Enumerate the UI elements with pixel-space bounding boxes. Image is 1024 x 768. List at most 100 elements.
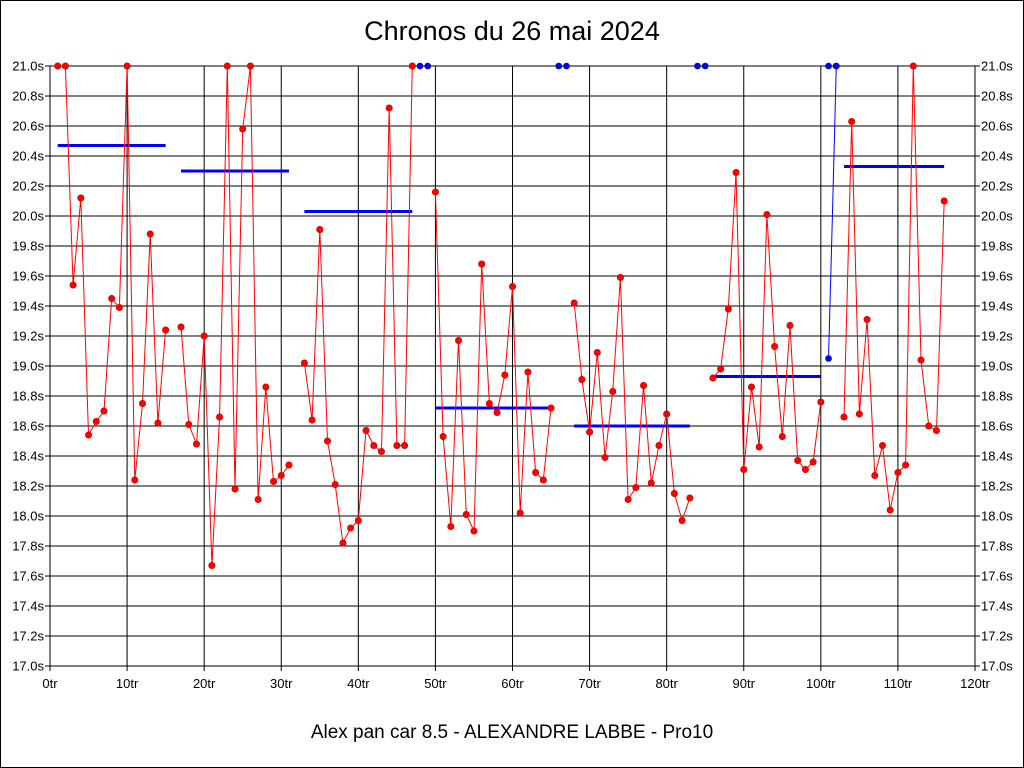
data-point bbox=[493, 408, 501, 416]
data-point bbox=[115, 303, 123, 311]
data-point bbox=[185, 420, 193, 428]
y-tick-label-right: 17.0s bbox=[981, 659, 1013, 674]
x-tick-label: 40tr bbox=[347, 676, 370, 691]
x-tick-label: 90tr bbox=[733, 676, 756, 691]
data-point bbox=[308, 416, 316, 424]
data-point bbox=[69, 281, 77, 289]
data-point bbox=[162, 326, 170, 334]
data-point bbox=[894, 468, 902, 476]
data-point bbox=[200, 332, 208, 340]
data-point bbox=[817, 398, 825, 406]
data-point bbox=[516, 509, 524, 517]
data-point bbox=[655, 441, 663, 449]
data-point bbox=[100, 407, 108, 415]
data-point bbox=[878, 441, 886, 449]
data-point bbox=[601, 453, 609, 461]
y-tick-label-right: 18.8s bbox=[981, 389, 1013, 404]
data-point bbox=[539, 476, 547, 484]
data-point bbox=[354, 516, 362, 524]
data-point bbox=[77, 194, 85, 202]
data-point bbox=[362, 426, 370, 434]
y-tick-label-right: 19.8s bbox=[981, 239, 1013, 254]
y-tick-label-left: 18.6s bbox=[12, 419, 44, 434]
y-tick-label-right: 17.4s bbox=[981, 599, 1013, 614]
special-point bbox=[825, 62, 832, 70]
y-tick-label-right: 19.4s bbox=[981, 299, 1013, 314]
data-point bbox=[323, 437, 331, 445]
y-tick-label-right: 17.8s bbox=[981, 539, 1013, 554]
data-point bbox=[385, 104, 393, 112]
data-point bbox=[431, 188, 439, 196]
data-point bbox=[139, 399, 147, 407]
data-point bbox=[216, 413, 224, 421]
y-tick-label-left: 20.0s bbox=[12, 209, 44, 224]
data-point bbox=[917, 356, 925, 364]
x-tick-label: 80tr bbox=[655, 676, 678, 691]
x-tick-label: 70tr bbox=[578, 676, 601, 691]
data-point bbox=[809, 458, 817, 466]
y-tick-label-left: 20.2s bbox=[12, 179, 44, 194]
data-point bbox=[192, 440, 200, 448]
y-tick-label-left: 20.8s bbox=[12, 89, 44, 104]
x-tick-label: 30tr bbox=[270, 676, 293, 691]
data-point bbox=[92, 417, 100, 425]
y-tick-label-right: 18.6s bbox=[981, 419, 1013, 434]
special-point bbox=[555, 62, 563, 70]
data-point bbox=[131, 476, 139, 484]
data-point bbox=[223, 62, 231, 70]
data-point bbox=[616, 273, 624, 281]
data-point bbox=[593, 348, 601, 356]
data-point bbox=[54, 62, 62, 70]
y-tick-label-left: 18.2s bbox=[12, 479, 44, 494]
data-point bbox=[925, 422, 933, 430]
data-point bbox=[485, 399, 493, 407]
data-point bbox=[640, 381, 648, 389]
x-tick-label: 0tr bbox=[42, 676, 58, 691]
data-point bbox=[246, 62, 254, 70]
data-point bbox=[940, 197, 948, 205]
y-tick-label-right: 19.6s bbox=[981, 269, 1013, 284]
data-point bbox=[902, 461, 910, 469]
data-point bbox=[377, 447, 385, 455]
data-point bbox=[439, 432, 447, 440]
y-tick-label-left: 17.4s bbox=[12, 599, 44, 614]
data-point bbox=[508, 282, 516, 290]
series-line bbox=[57, 65, 167, 481]
series-line bbox=[573, 277, 691, 523]
data-point bbox=[501, 371, 509, 379]
data-point bbox=[478, 260, 486, 268]
special-series-line bbox=[828, 65, 837, 359]
data-point bbox=[855, 410, 863, 418]
y-tick-label-left: 21.0s bbox=[12, 59, 44, 74]
data-point bbox=[724, 305, 732, 313]
data-point bbox=[778, 432, 786, 440]
data-point bbox=[85, 431, 93, 439]
data-point bbox=[123, 62, 131, 70]
special-point bbox=[832, 62, 840, 70]
special-point bbox=[701, 62, 709, 70]
data-point bbox=[262, 383, 270, 391]
y-tick-label-left: 17.8s bbox=[12, 539, 44, 554]
y-tick-label-right: 18.2s bbox=[981, 479, 1013, 494]
series-line bbox=[843, 65, 945, 511]
y-tick-label-right: 18.4s bbox=[981, 449, 1013, 464]
special-point bbox=[563, 62, 570, 70]
y-tick-label-left: 19.4s bbox=[12, 299, 44, 314]
y-tick-label-left: 19.0s bbox=[12, 359, 44, 374]
y-tick-label-left: 17.2s bbox=[12, 629, 44, 644]
data-point bbox=[663, 410, 671, 418]
data-point bbox=[678, 516, 686, 524]
data-point bbox=[532, 468, 540, 476]
data-point bbox=[763, 211, 771, 219]
data-point bbox=[401, 441, 409, 449]
data-point bbox=[863, 315, 871, 323]
data-point bbox=[932, 426, 940, 434]
y-tick-label-right: 17.2s bbox=[981, 629, 1013, 644]
data-point bbox=[578, 375, 586, 383]
data-point bbox=[586, 428, 594, 436]
data-point bbox=[408, 62, 416, 70]
data-point bbox=[300, 359, 308, 367]
y-tick-label-left: 18.8s bbox=[12, 389, 44, 404]
y-tick-label-left: 19.8s bbox=[12, 239, 44, 254]
